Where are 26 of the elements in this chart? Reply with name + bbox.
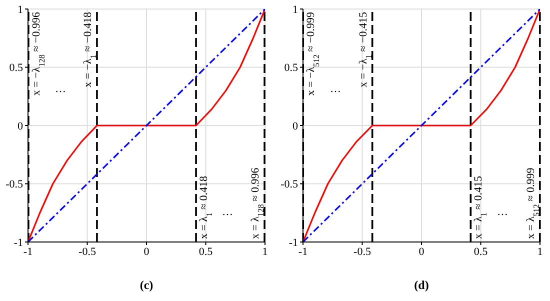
y-tick-label: 1: [292, 4, 298, 16]
line-series: [28, 9, 265, 242]
x-tick-label: 1: [262, 246, 268, 258]
y-tick-label: 0: [18, 120, 24, 132]
y-tick-label: 0: [292, 120, 298, 132]
x-tick-label: 1: [537, 246, 543, 258]
x-tick-label: -0.5: [78, 246, 96, 258]
annotation: …: [55, 83, 66, 95]
text: (d): [413, 278, 430, 293]
y-tick-label: 0.5: [9, 62, 24, 74]
line-series: [303, 9, 540, 242]
y-tick-label: -0.5: [6, 178, 24, 191]
y-tick-label: -1: [288, 236, 298, 249]
annotation: …: [330, 83, 341, 95]
annotation: …: [222, 206, 233, 218]
y-tick-label: -0.5: [280, 178, 298, 191]
y-tick-label: 1: [18, 4, 23, 16]
x-tick-label: -0.5: [354, 246, 372, 258]
y-tick-label: 0.5: [284, 62, 298, 74]
x-tick-label: 0.5: [198, 246, 214, 258]
text: (c): [138, 278, 154, 293]
x-tick-label: 0: [418, 246, 425, 258]
annotation: …: [497, 206, 508, 218]
y-tick-label: -1: [14, 236, 23, 249]
x-tick-label: 0: [144, 246, 150, 258]
x-tick-label: 0.5: [474, 246, 488, 258]
